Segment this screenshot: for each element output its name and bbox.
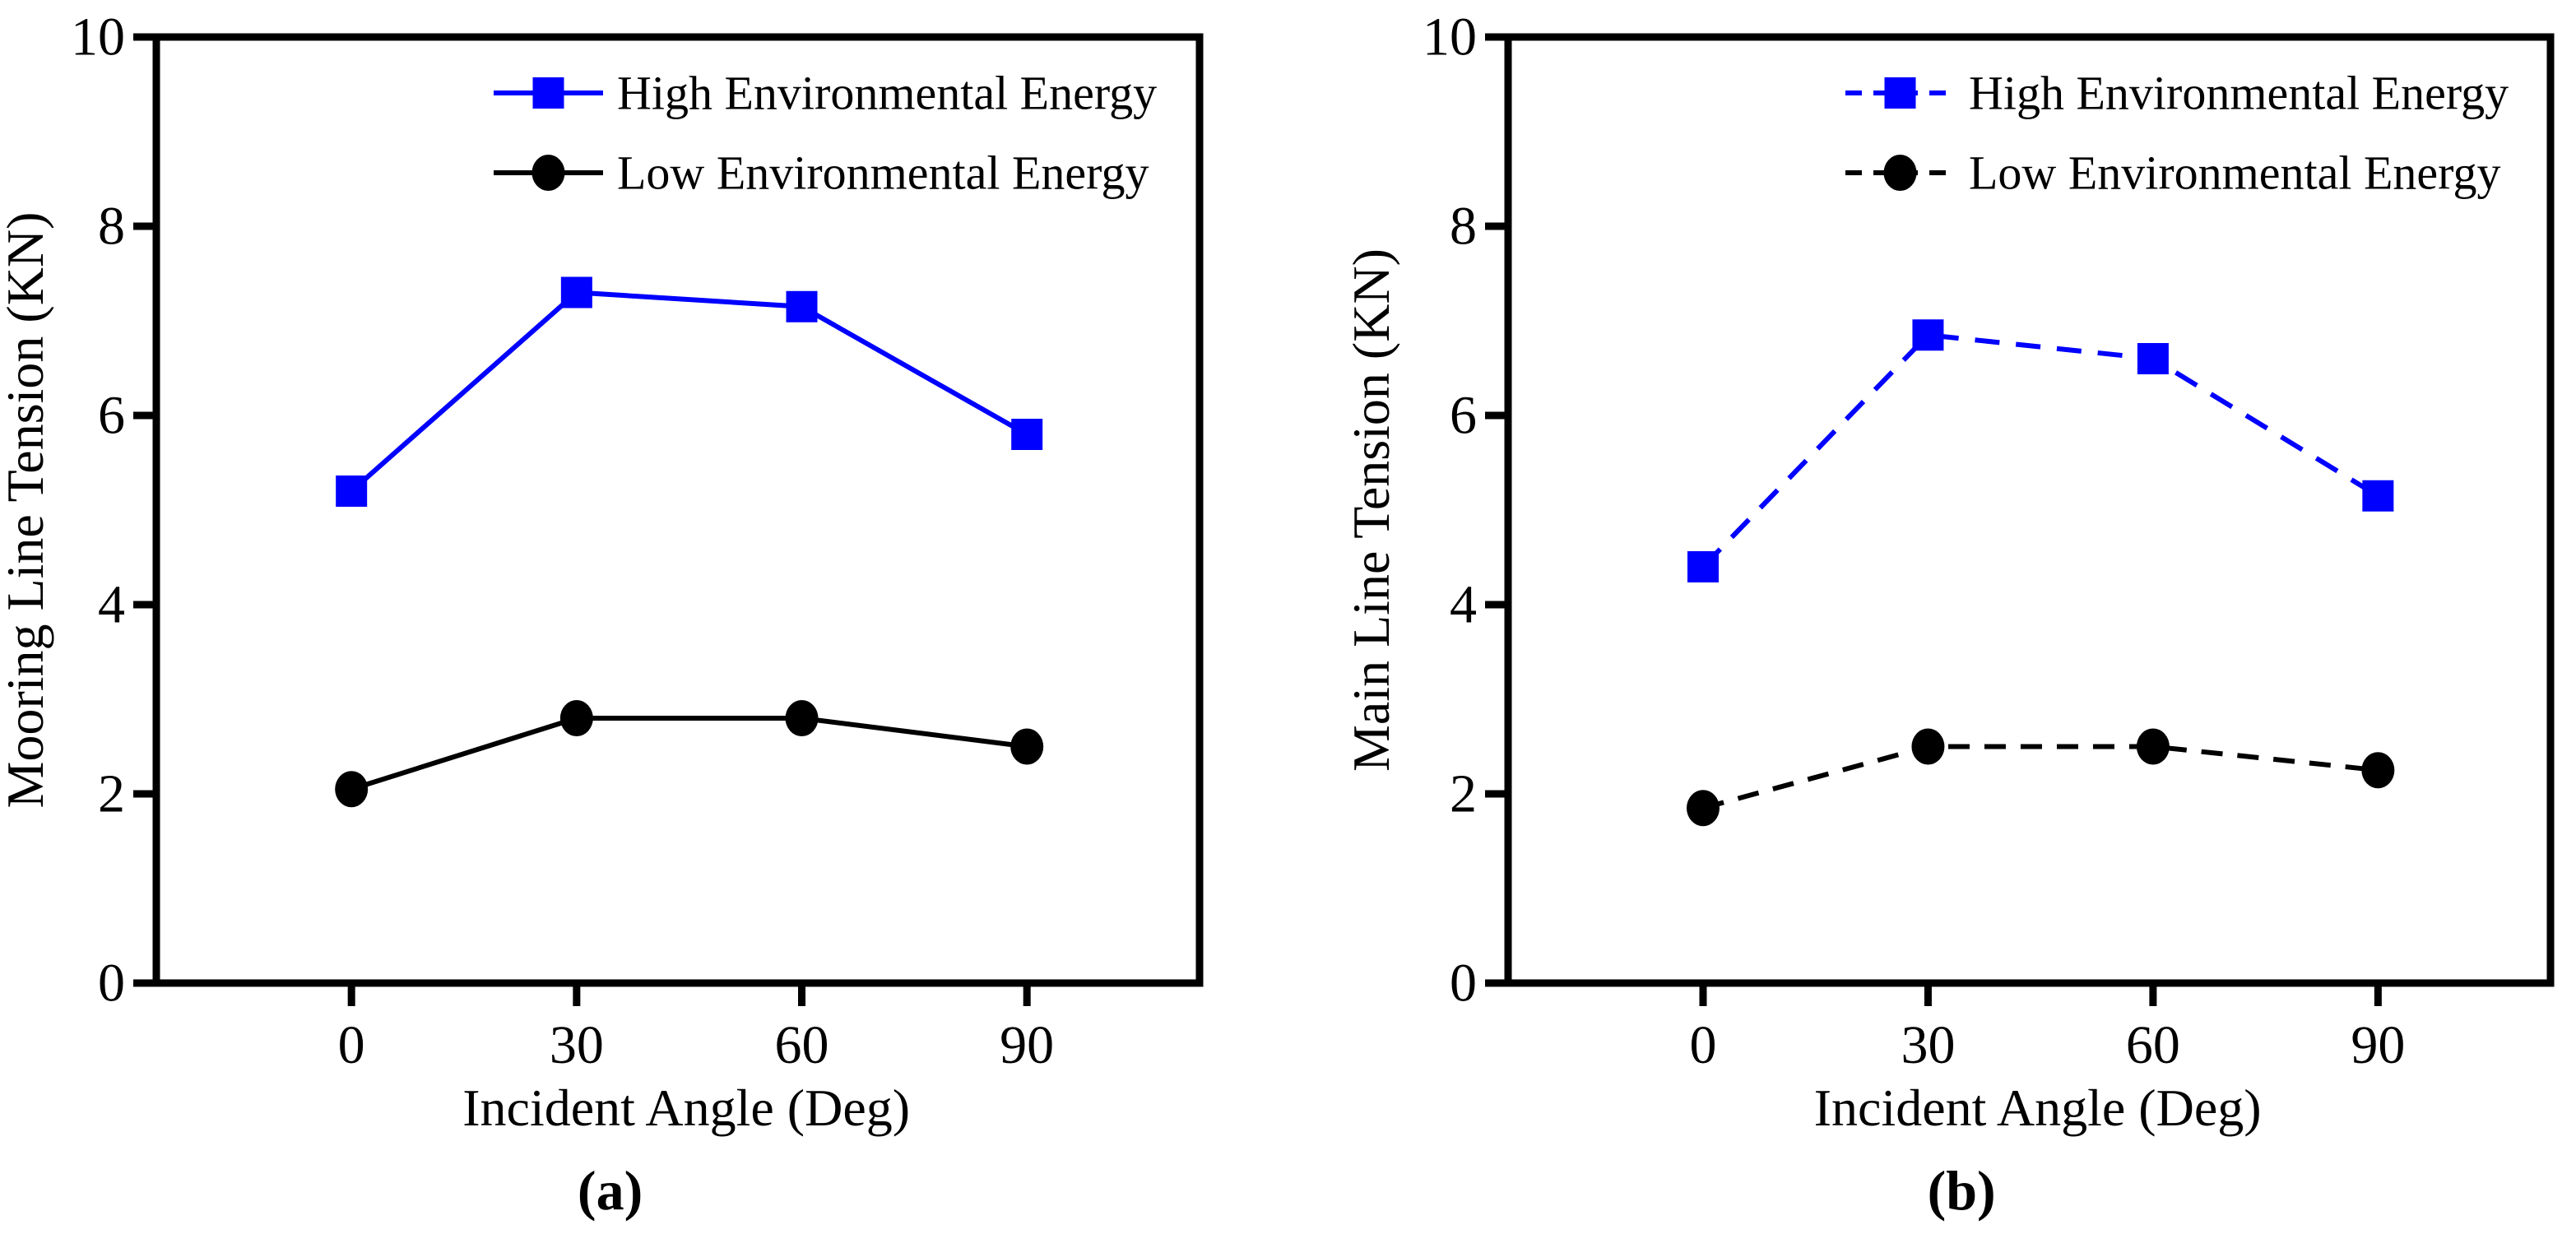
data-point-circle (785, 700, 819, 736)
data-point-square (1687, 551, 1719, 582)
legend-circle-marker (1883, 155, 1917, 191)
data-point-circle (2136, 728, 2170, 765)
panel-caption: (b) (1928, 1159, 1996, 1222)
data-point-square (2137, 343, 2169, 374)
y-tick-label: 2 (98, 764, 125, 824)
y-axis-label: Main Line Tension (KN) (1342, 248, 1400, 772)
chart-a: 0 2 4 6 8 10 0 30 60 90 Incident Angle (Deg) Moorin… (0, 7, 1204, 1222)
legend-circle-marker (531, 155, 565, 191)
data-point-circle (1911, 728, 1945, 765)
data-point-square (560, 276, 592, 308)
series-line-low (1702, 744, 2379, 811)
data-point-square (1011, 419, 1043, 450)
y-tick-label: 4 (1450, 575, 1477, 635)
legend-entry-low: Low Environmental Energy (494, 146, 1149, 200)
data-point-circle (1010, 728, 1044, 765)
x-tick-label: 30 (550, 1015, 604, 1075)
x-tick-label: 90 (1000, 1015, 1054, 1075)
legend-label: High Environmental Energy (617, 67, 1157, 120)
series-line-low (350, 716, 1028, 792)
legend-label: Low Environmental Energy (1969, 146, 2500, 200)
data-point-square (2362, 480, 2394, 512)
y-tick-label: 8 (98, 197, 125, 257)
x-tick-label: 0 (338, 1015, 365, 1075)
plot-frame-b (1504, 33, 2555, 987)
y-tick-label: 6 (1450, 386, 1477, 446)
x-tick-label: 30 (1901, 1015, 1955, 1075)
x-tick-label: 60 (775, 1015, 829, 1075)
panel-caption: (a) (578, 1159, 643, 1222)
y-axis-label: Mooring Line Tension (KN) (0, 212, 54, 809)
y-tick-label: 8 (1450, 197, 1477, 257)
y-tick-label: 2 (1450, 764, 1477, 824)
legend-entry-low: Low Environmental Energy (1845, 146, 2500, 200)
data-point-circle (2361, 752, 2395, 789)
x-tick-label: 0 (1689, 1015, 1716, 1075)
data-point-square (786, 290, 818, 322)
x-axis-label: Incident Angle (Deg) (462, 1079, 910, 1137)
legend-entry-high: High Environmental Energy (1845, 67, 2509, 120)
y-tick-label: 0 (1450, 953, 1477, 1014)
data-point-circle (335, 771, 369, 808)
y-tick-label: 0 (98, 953, 125, 1014)
legend-square-marker (532, 77, 564, 109)
plot-frame-a (152, 33, 1204, 987)
legend-entry-high: High Environmental Energy (494, 67, 1157, 120)
y-tick-label: 4 (98, 575, 125, 635)
data-point-square (336, 476, 368, 507)
data-point-circle (1686, 790, 1720, 827)
data-point-square (1912, 319, 1944, 351)
x-axis-label: Incident Angle (Deg) (1814, 1079, 2262, 1137)
y-tick-label: 6 (98, 386, 125, 446)
data-point-circle (559, 700, 593, 736)
y-tick-label: 10 (71, 7, 125, 67)
legend-label: Low Environmental Energy (617, 146, 1149, 200)
y-tick-label: 10 (1423, 7, 1477, 67)
legend-square-marker (1884, 77, 1916, 109)
x-tick-label: 90 (2351, 1015, 2405, 1075)
x-tick-label: 60 (2126, 1015, 2180, 1075)
chart-b: 0 2 4 6 8 10 0 30 60 90 Incident Angle (Deg) Main L… (1342, 7, 2555, 1222)
legend-label: High Environmental Energy (1969, 67, 2509, 120)
series-line-high (1701, 332, 2379, 569)
series-line-high (350, 290, 1028, 494)
